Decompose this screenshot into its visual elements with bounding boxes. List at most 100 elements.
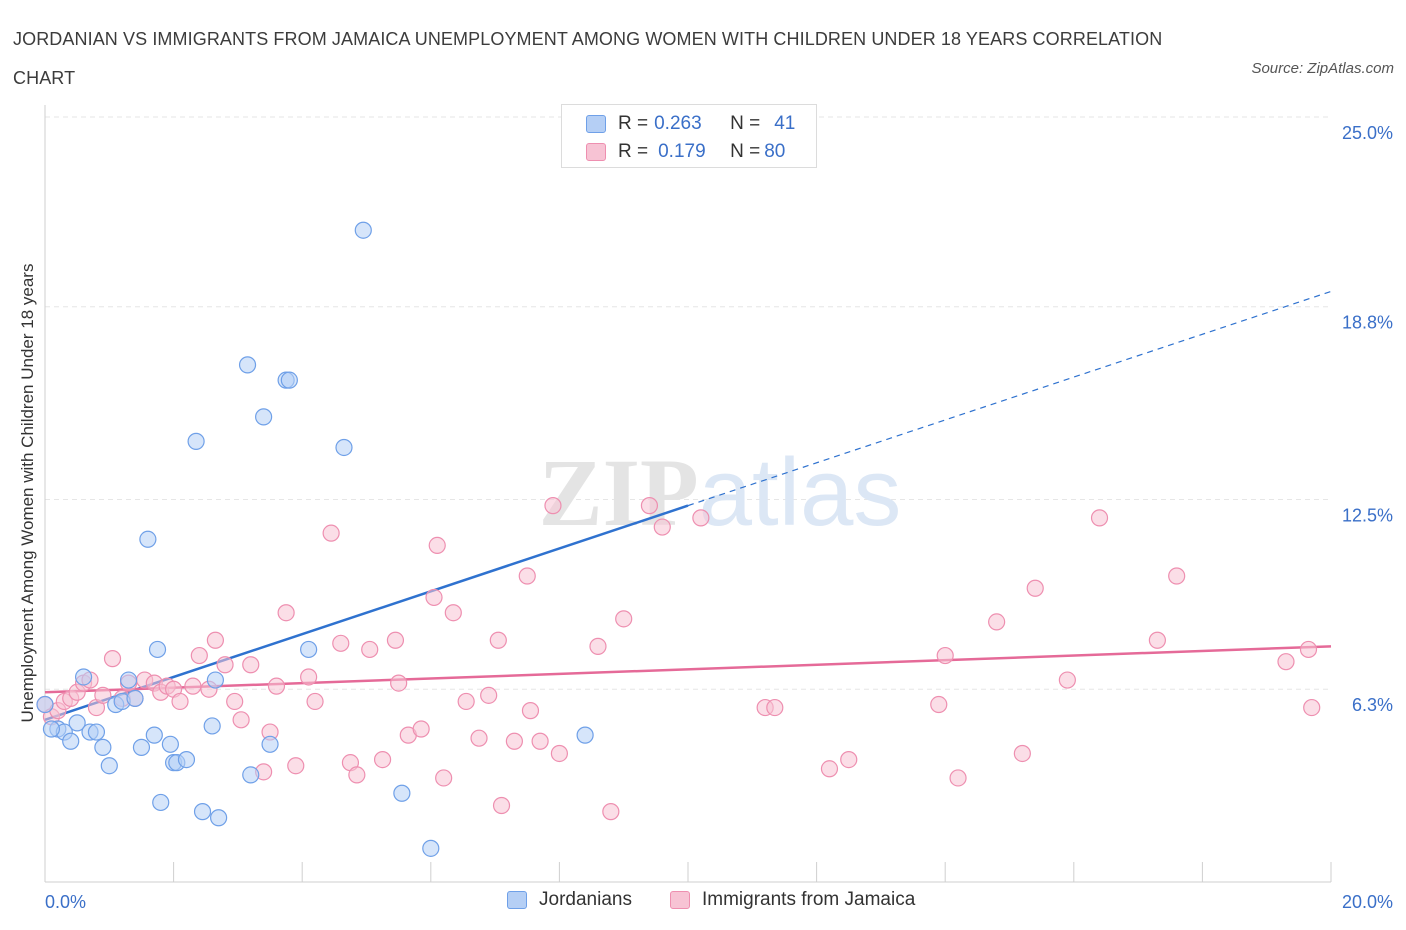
jamaica-point: [521, 702, 540, 720]
jamaica-point: [820, 760, 839, 778]
y-tick-labels: 6.3% 12.5% 18.8% 25.0%: [1342, 123, 1393, 715]
jordanian-point: [148, 640, 167, 659]
jamaica-point: [332, 634, 350, 652]
legend-r-label: R =: [618, 113, 649, 134]
legend-swatch-blue: [586, 115, 606, 133]
jordanian-point: [94, 738, 112, 756]
jordanian-point: [238, 356, 257, 374]
jamaica-point: [602, 803, 620, 821]
legend-n-value: 41: [774, 113, 796, 134]
jordanian-point: [300, 640, 318, 659]
jordanian-point: [87, 723, 106, 741]
y-axis-label: Unemployment Among Women with Children U…: [18, 263, 37, 723]
legend-n-label: N =: [730, 113, 761, 134]
jamaica-point: [103, 650, 122, 668]
legend-r-label: R =: [618, 141, 649, 162]
jordanian-point: [161, 735, 179, 753]
trend-lines: [44, 290, 1332, 722]
watermark: ZIPatlas: [539, 439, 902, 546]
jordanian-point: [187, 432, 205, 450]
jamaica-point: [930, 695, 948, 714]
x-tick-label: 20.0%: [1342, 892, 1393, 912]
jordanian-point: [261, 735, 279, 753]
jamaica-point: [386, 631, 405, 649]
jamaica-point: [840, 750, 858, 769]
jordanian-point: [126, 689, 144, 708]
jamaica-point: [1168, 567, 1186, 585]
jordanian-point: [100, 757, 118, 775]
y-tick-label: 6.3%: [1352, 695, 1393, 715]
jordanian-trend-extension: [687, 290, 1332, 507]
jamaica-point: [206, 631, 224, 649]
y-tick-label: 18.8%: [1342, 313, 1393, 333]
series-legend-jordanians: Jordanians: [507, 889, 632, 911]
jamaica-point: [300, 668, 318, 686]
series-name-jamaica: Immigrants from Jamaica: [702, 889, 916, 910]
jordanian-point: [152, 793, 170, 812]
jamaica-point: [480, 686, 498, 704]
jordanian-point: [242, 766, 260, 784]
series-swatch-pink: [670, 891, 690, 909]
y-tick-label: 12.5%: [1342, 506, 1393, 526]
source-label: Source: ZipAtlas.com: [1251, 60, 1394, 77]
series-swatch-blue: [507, 891, 527, 909]
jamaica-point: [267, 677, 286, 695]
jordanian-point: [68, 714, 86, 732]
jamaica-point: [1026, 579, 1044, 597]
legend-r-value: 0.179: [658, 141, 706, 162]
jordanian-point: [42, 720, 61, 738]
jamaica-point: [692, 509, 710, 527]
jamaica-point: [444, 604, 462, 622]
jamaica-point: [373, 750, 392, 769]
legend-swatch-pink: [586, 143, 606, 161]
jamaica-point: [390, 674, 408, 692]
jamaica-point: [640, 497, 659, 515]
jamaica-point: [949, 769, 967, 787]
x-tick-marks: [173, 862, 1332, 882]
jamaica-point: [171, 692, 189, 711]
jamaica-point: [470, 729, 488, 747]
jordanian-point: [139, 530, 157, 548]
jamaica-point: [1013, 744, 1031, 763]
jordanian-point: [393, 784, 411, 802]
jamaica-trend-line: [44, 645, 1332, 694]
jamaica-point: [936, 646, 954, 665]
series-legend-jamaica: Immigrants from Jamaica: [670, 889, 915, 911]
jamaica-point: [184, 677, 202, 695]
grid-lines: [45, 116, 1331, 690]
jamaica-point: [1090, 509, 1109, 527]
jordanian-point: [210, 809, 228, 827]
jamaica-point: [1303, 698, 1321, 717]
jamaica-point: [348, 766, 366, 784]
jordanian-point: [36, 695, 54, 714]
legend-r-value: 0.263: [654, 113, 702, 134]
jamaica-point: [988, 613, 1006, 631]
y-tick-label: 25.0%: [1342, 123, 1393, 143]
jamaica-point: [277, 604, 295, 622]
jamaica-point: [531, 732, 549, 750]
jamaica-point: [322, 524, 340, 542]
jamaica-point: [615, 610, 633, 628]
jordanian-point: [132, 738, 151, 756]
x-tick-labels: 0.0% 20.0%: [45, 892, 1393, 912]
jamaica-point: [425, 588, 443, 607]
jamaica-point: [428, 536, 446, 555]
jamaica-point: [94, 686, 112, 704]
jamaica-point: [412, 720, 430, 738]
jordanian-point: [203, 717, 221, 735]
jamaica-point: [1148, 631, 1166, 649]
jordanian-point: [280, 371, 298, 389]
jamaica-point: [216, 656, 234, 674]
jordanian-point: [354, 221, 372, 239]
jamaica-point: [435, 769, 453, 787]
jamaica-point: [232, 711, 250, 729]
jordanian-point: [576, 726, 594, 744]
legend-n-value: 80: [764, 141, 786, 162]
jamaica-point: [1299, 640, 1318, 659]
jamaica-point: [505, 732, 523, 750]
series-name-jordanians: Jordanians: [539, 889, 632, 910]
jamaica-point: [550, 744, 569, 763]
jamaica-point: [226, 692, 244, 711]
jordanian-point: [145, 726, 163, 744]
jordanian-point: [177, 750, 196, 769]
